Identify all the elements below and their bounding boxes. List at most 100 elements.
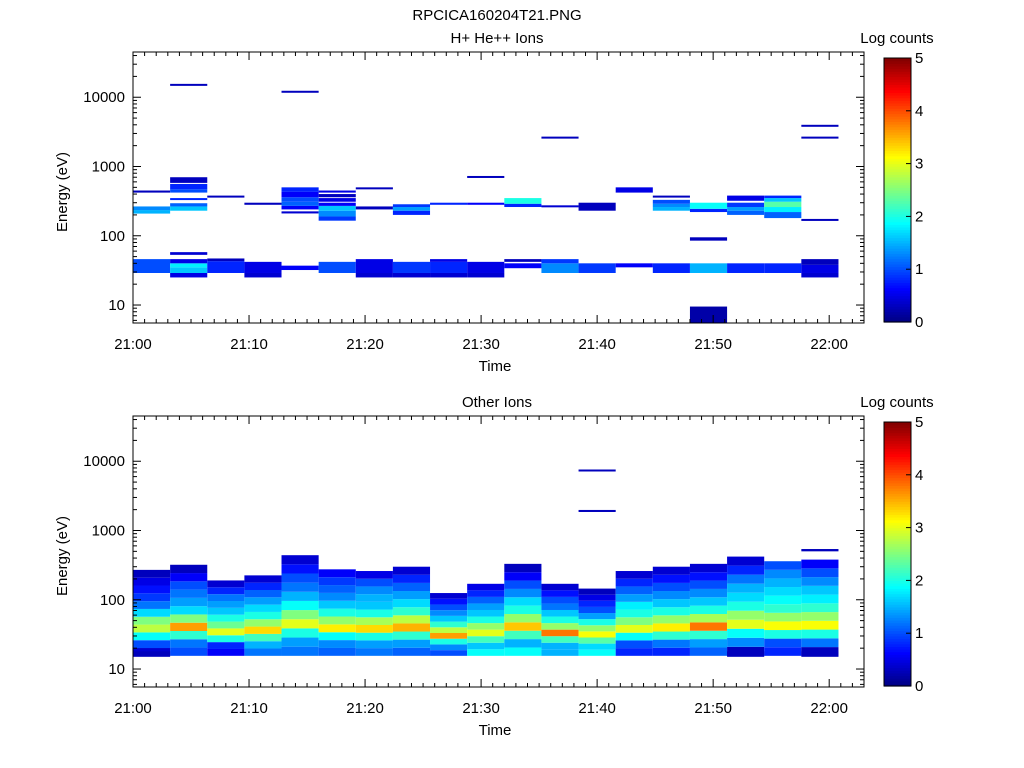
colorbar-swatch bbox=[884, 129, 911, 133]
colorbar-swatch bbox=[884, 675, 911, 679]
colorbar-swatch bbox=[884, 97, 911, 101]
colorbar-swatch bbox=[884, 113, 911, 117]
colorbar-swatch bbox=[884, 451, 911, 455]
panel-other-ions: Other Ions Log counts 21:00 21:10 21:20 21:… bbox=[54, 394, 934, 739]
heatmap-cell bbox=[689, 208, 728, 213]
heatmap-cell bbox=[801, 136, 839, 139]
heatmap-cell bbox=[355, 187, 393, 190]
heatmap-cell bbox=[652, 599, 690, 608]
colorbar-swatch bbox=[884, 248, 911, 252]
heatmap-cell bbox=[170, 183, 208, 190]
colorbar-tick-label: 2 bbox=[915, 572, 923, 589]
heatmap-cell bbox=[430, 593, 468, 599]
heatmap-cell bbox=[318, 592, 356, 601]
colorbar-swatch bbox=[884, 311, 911, 315]
heatmap-cell bbox=[652, 574, 690, 583]
y-axis-label: Energy (eV) bbox=[54, 516, 71, 596]
colorbar-swatch bbox=[884, 477, 911, 481]
colorbar-swatch bbox=[884, 73, 911, 78]
heatmap-cell bbox=[170, 622, 208, 631]
y-tick-label: 1000 bbox=[92, 522, 125, 539]
heatmap-cell bbox=[727, 601, 765, 611]
colorbar-swatch bbox=[884, 569, 911, 574]
colorbar-swatch bbox=[884, 596, 911, 600]
heatmap-cell bbox=[244, 202, 282, 205]
colorbar-tick-label: 1 bbox=[915, 261, 923, 278]
heatmap-cell bbox=[355, 594, 393, 602]
colorbar-swatch bbox=[884, 474, 911, 479]
colorbar-swatch bbox=[884, 295, 911, 299]
heatmap-cell bbox=[764, 595, 802, 605]
heatmap-cell bbox=[133, 608, 171, 617]
y-tick-label: 100 bbox=[100, 228, 125, 245]
colorbar-swatch bbox=[884, 126, 911, 130]
heatmap-cell bbox=[764, 212, 802, 219]
heatmap-cell bbox=[392, 210, 431, 215]
y-tick-label: 10 bbox=[108, 297, 125, 314]
heatmap-cell bbox=[170, 597, 208, 607]
heatmap-cell bbox=[652, 607, 690, 616]
heatmap-cell bbox=[689, 580, 728, 589]
heatmap-cell bbox=[727, 202, 765, 208]
heatmap-cell bbox=[318, 198, 356, 202]
heatmap-cell bbox=[578, 588, 616, 595]
heatmap-cell bbox=[689, 605, 728, 615]
x-axis: 21:00 21:10 21:20 21:30 21:40 21:50 22:00 bbox=[114, 52, 865, 353]
colorbar-swatch bbox=[884, 601, 911, 605]
colorbar-swatch bbox=[884, 641, 911, 645]
heatmap-cell bbox=[727, 263, 765, 273]
heatmap-cell bbox=[727, 556, 765, 566]
colorbar-swatch bbox=[884, 224, 911, 228]
heatmap-cell bbox=[467, 642, 505, 650]
heatmap-cell bbox=[727, 628, 765, 638]
colorbar-swatch bbox=[884, 633, 911, 637]
colorbar-swatch bbox=[884, 105, 911, 109]
colorbar-swatch bbox=[884, 269, 911, 273]
colorbar-tick-label: 2 bbox=[915, 208, 923, 225]
colorbar-swatch bbox=[884, 458, 911, 463]
heatmap-cell bbox=[430, 627, 468, 634]
colorbar-swatch bbox=[884, 211, 911, 215]
heatmap-cell bbox=[281, 591, 319, 601]
heatmap-cell bbox=[652, 631, 690, 640]
heatmap-cell bbox=[430, 638, 468, 645]
heatmap-cell bbox=[170, 198, 208, 201]
colorbar-swatch bbox=[884, 427, 911, 431]
heatmap-cell bbox=[467, 583, 505, 591]
heatmap-cell bbox=[133, 585, 171, 594]
colorbar-swatch bbox=[884, 187, 911, 191]
heatmap-cell bbox=[615, 640, 653, 649]
colorbar-swatch bbox=[884, 226, 911, 231]
heatmap-cell bbox=[207, 607, 245, 615]
heatmap-cell bbox=[801, 124, 839, 127]
heatmap-cell bbox=[727, 592, 765, 602]
heatmap-cell bbox=[207, 642, 245, 649]
colorbar-frame bbox=[883, 57, 912, 323]
heatmap-cell bbox=[244, 648, 282, 656]
heatmap-cell bbox=[652, 582, 690, 592]
colorbar-swatch bbox=[884, 588, 911, 592]
heatmap-cell bbox=[392, 607, 431, 616]
heatmap-cell bbox=[281, 191, 319, 198]
heatmap-cell bbox=[170, 606, 208, 615]
colorbar-swatch bbox=[884, 620, 911, 624]
panel-title: H+ He++ Ions bbox=[451, 30, 544, 47]
heatmap-cell bbox=[578, 631, 616, 638]
heatmap-cell bbox=[578, 643, 616, 650]
colorbar-swatch bbox=[884, 290, 911, 294]
heatmap-cell bbox=[207, 635, 245, 643]
heatmap-cell bbox=[615, 648, 653, 656]
colorbar-swatch bbox=[884, 174, 911, 178]
heatmap-cell bbox=[541, 623, 579, 630]
heatmap-cell bbox=[467, 636, 505, 643]
colorbar-swatch bbox=[884, 485, 911, 489]
colorbar-swatch bbox=[884, 232, 911, 236]
colorbar-swatch bbox=[884, 58, 911, 62]
heatmap-cell bbox=[281, 205, 319, 210]
colorbar-swatch bbox=[884, 116, 911, 120]
heatmap-cell bbox=[467, 590, 505, 597]
heatmap-cell bbox=[281, 555, 319, 565]
heatmap-cell bbox=[652, 639, 690, 648]
heatmap-cell bbox=[467, 272, 505, 278]
heatmap-cell bbox=[504, 572, 542, 581]
